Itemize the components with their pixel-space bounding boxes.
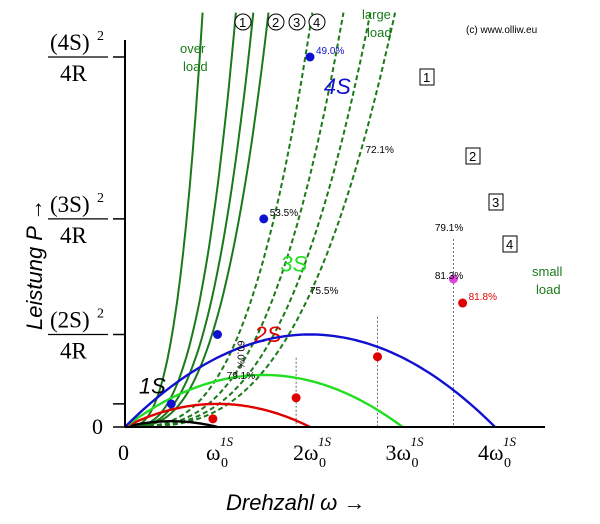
x-tick-sub: 0	[319, 456, 326, 471]
y-tick-sup-3: 2	[97, 191, 104, 206]
large-load-line1: large	[362, 7, 391, 22]
box-4	[502, 235, 518, 253]
x-tick-2: 2ω 0 1S	[293, 434, 332, 471]
top-circle-label-2: 2	[272, 15, 279, 30]
efficiency-label-0: 72.1%	[366, 145, 394, 156]
operating-point-label-7: 81.8%	[469, 292, 497, 303]
labels-layer: (c) www.olliw.eu over load large load sm…	[22, 7, 562, 515]
box-1	[419, 68, 435, 86]
operating-point-5	[291, 393, 301, 403]
operating-point-6	[373, 352, 383, 362]
copyright-text: (c) www.olliw.eu	[466, 25, 537, 36]
box-label-3: 3	[492, 195, 499, 210]
x-tick-label: 0	[118, 440, 129, 465]
box-label-4: 4	[506, 237, 513, 252]
y-tick-denominator-2: 4R	[60, 339, 88, 364]
operating-point-label-1: 53.5%	[270, 208, 298, 219]
overload-curve-2	[125, 12, 237, 428]
x-axis-label: Drehzahl ω →	[226, 490, 365, 515]
top-circle-label-3: 3	[293, 15, 300, 30]
y-axis-label: Leistung P →	[22, 199, 47, 330]
x-tick-label: 4ω	[478, 440, 503, 465]
top-circle-3	[288, 13, 306, 31]
operating-point-3	[166, 399, 176, 409]
power-curve-2S	[124, 402, 311, 429]
x-tick-label: 2ω	[293, 440, 318, 465]
large-load-line2: load	[367, 25, 392, 40]
over-load-line2: load	[183, 59, 208, 74]
y-tick-numerator-4: (4S)	[50, 30, 90, 55]
x-tick-sup: 1S	[503, 434, 517, 449]
x-tick-sup: 1S	[411, 434, 425, 449]
small-load-line2: load	[536, 282, 561, 297]
efficiency-label-4: 79.1%	[227, 371, 255, 382]
points-layer: 49.0% 53.5% 60.0% 81.8%	[166, 46, 497, 424]
operating-point-label-0: 49.0%	[316, 46, 344, 57]
box-label-2: 2	[469, 149, 476, 164]
operating-point-label-2: 60.0%	[235, 341, 246, 369]
power-curve-4S	[124, 333, 496, 428]
small-load-line1: small	[532, 264, 562, 279]
y-tick-label-0: 0	[92, 414, 103, 439]
top-circle-label-1: 1	[239, 15, 246, 30]
power-curve-label-4S: 4S	[324, 74, 351, 99]
grid-layer	[295, 239, 454, 427]
overload-curve-1	[125, 12, 204, 428]
y-tick-numerator-3: (3S)	[50, 192, 90, 217]
operating-point-8	[448, 274, 458, 284]
box-2	[465, 147, 481, 165]
x-tick-label: ω	[206, 440, 220, 465]
efficiency-label-1: 79.1%	[435, 223, 463, 234]
x-tick-sub: 0	[412, 456, 419, 471]
x-tick-4: 4ω 0 1S	[478, 434, 517, 471]
top-circle-1	[234, 13, 252, 31]
x-tick-sub: 0	[221, 456, 228, 471]
operating-point-2	[213, 330, 222, 339]
overload-curve-3	[125, 12, 255, 428]
operating-point-1	[259, 214, 269, 224]
operating-point-4	[208, 414, 218, 424]
y-tick-denominator-3: 4R	[60, 223, 88, 248]
top-circle-label-4: 4	[313, 15, 320, 30]
power-curve-label-3S: 3S	[280, 252, 307, 277]
power-curve-3S	[124, 373, 404, 428]
x-tick-1: ω 0 1S	[206, 434, 234, 471]
load-curve-4	[125, 12, 397, 428]
y-tick-sup-2: 2	[97, 307, 104, 322]
box-3	[488, 193, 504, 211]
power-curve-1S	[124, 420, 218, 429]
efficiency-label-3: 81.3%	[435, 271, 463, 282]
operating-point-7	[458, 298, 468, 308]
x-tick-3: 3ω 0 1S	[386, 434, 425, 471]
x-tick-sup: 1S	[318, 434, 332, 449]
axes-layer	[124, 40, 545, 428]
top-circle-4	[308, 13, 326, 31]
efficiency-label-2: 75.5%	[310, 286, 338, 297]
y-tick-numerator-2: (2S)	[50, 308, 90, 333]
x-tick-sup: 1S	[220, 434, 234, 449]
x-tick-sub: 0	[504, 456, 511, 471]
x-tick-label: 3ω	[386, 440, 411, 465]
overload-curve-4	[125, 12, 270, 428]
y-tick-sup-4: 2	[97, 29, 104, 44]
top-circle-2	[267, 13, 285, 31]
load-curve-2	[125, 12, 345, 428]
over-load-line1: over	[180, 41, 206, 56]
x-tick-0: 0	[118, 440, 129, 465]
y-tick-denominator-4: 4R	[60, 61, 88, 86]
operating-point-0	[305, 52, 315, 62]
box-label-1: 1	[423, 70, 430, 85]
load-curve-1	[125, 12, 314, 428]
